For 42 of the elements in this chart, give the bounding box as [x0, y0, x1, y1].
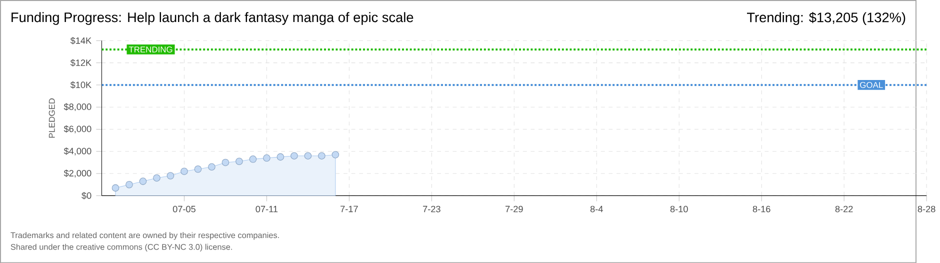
point — [139, 178, 147, 185]
y-tick-label: $12K — [70, 59, 92, 66]
y-tick-label: $6,000 — [64, 125, 92, 134]
x-tick-label: 8-22 — [835, 206, 853, 212]
point — [208, 163, 216, 170]
y-tick-label: $14K — [70, 36, 92, 44]
x-tick-label: 7-29 — [506, 206, 523, 212]
point — [249, 155, 257, 163]
x-tick-label: 8-28 — [918, 206, 936, 212]
text: Shared under the creative commons (CC BY-NC 3.0) license. — [10, 244, 232, 252]
point — [222, 158, 230, 166]
point — [304, 152, 312, 160]
x-tick-label: 07-05 — [172, 206, 196, 212]
x-tick-label: 8-10 — [670, 206, 688, 212]
y-axis-title: PLEDGED — [48, 98, 55, 138]
text: Trademarks and related content are owned by their respective companies. — [10, 232, 279, 240]
point — [166, 172, 174, 180]
point — [318, 152, 326, 160]
x-tick-label: 7-23 — [423, 206, 440, 212]
chart-title: Funding Progress: Help launch a dark fantasy manga of epic scale — [12, 12, 414, 25]
x-tick-label: 07-11 — [256, 206, 278, 212]
x-tick-label: 7-17 — [340, 206, 358, 212]
point — [153, 174, 160, 182]
y-tick-label: $10K — [70, 81, 92, 89]
ref-line-label: GOAL — [860, 82, 883, 88]
x-tick-label: 8-16 — [752, 206, 770, 212]
y-tick-label: $0 — [82, 192, 92, 200]
point — [194, 165, 202, 173]
point — [332, 150, 340, 158]
y-tick-label: $8,000 — [64, 103, 92, 111]
point — [180, 168, 188, 175]
ref-line-label: TRENDING — [128, 46, 172, 52]
chart-subtitle: Trending: $13,205 (132%) — [747, 12, 906, 25]
point — [263, 154, 270, 162]
point — [290, 152, 298, 160]
point — [126, 180, 133, 188]
point — [112, 184, 120, 192]
point — [276, 153, 284, 160]
point — [236, 158, 243, 165]
y-tick-label: $2,000 — [64, 169, 92, 178]
x-tick-label: 8-4 — [590, 206, 603, 212]
y-tick-label: $4,000 — [64, 147, 92, 156]
